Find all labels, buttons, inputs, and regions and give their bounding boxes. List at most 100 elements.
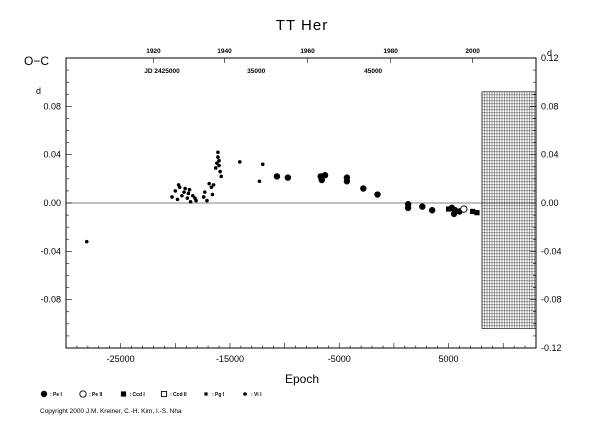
data-point (216, 155, 220, 159)
x-tick-label: -15000 (216, 354, 244, 364)
data-point (474, 210, 480, 216)
data-point (260, 162, 265, 167)
y-axis-title: O−C (24, 54, 49, 68)
data-point (173, 189, 178, 193)
y-tick-label-right: 0.12 (541, 53, 559, 63)
legend-label: : Pe I (50, 392, 63, 398)
data-point (175, 197, 180, 202)
data-point (217, 158, 221, 163)
legend: : Pe I: Pe II: Ccd I: Ccd II: Pg I: Vi I (40, 390, 262, 398)
legend-label: : Vi I (251, 392, 262, 398)
data-point (180, 193, 184, 198)
data-point (186, 191, 191, 196)
data-point (470, 208, 476, 215)
y-tick-label-left: -0.08 (40, 295, 61, 305)
data-point (217, 163, 221, 168)
x-tick-label: 5000 (439, 354, 459, 364)
series-vi-i (84, 150, 265, 244)
y-tick-label-right: 0.00 (541, 198, 559, 208)
legend-marker (79, 390, 87, 398)
y-tick-label-right: -0.04 (541, 246, 562, 256)
y-unit-left: d (36, 86, 41, 96)
x-tick-label: -5000 (328, 354, 351, 364)
y-unit-right: d (547, 48, 552, 58)
data-point (207, 181, 211, 186)
data-point (218, 169, 222, 174)
legend-marker (243, 392, 247, 396)
jd-base-label: JD 2425000 (144, 68, 180, 75)
data-point (343, 178, 351, 185)
y-tick-label-right: 0.08 (541, 101, 559, 111)
data-point (84, 239, 89, 244)
legend-marker (160, 390, 168, 398)
data-point (219, 174, 224, 179)
y-axis-left: -0.08 -0.04 0.00 0.04 0.08 (40, 57, 72, 349)
y-tick-label-left: 0.08 (43, 101, 61, 111)
legend-label: : Pg I (212, 392, 225, 398)
series-pe-ii (460, 205, 468, 213)
data-point (188, 199, 193, 204)
y-tick-label-left: 0.04 (43, 150, 61, 160)
data-point (321, 172, 329, 179)
data-point (237, 160, 242, 164)
data-point (194, 198, 198, 203)
year-tick-label: 1920 (146, 48, 161, 55)
data-point (211, 183, 216, 187)
y-tick-label-left: -0.04 (40, 246, 61, 256)
data-point (318, 176, 325, 184)
data-point (177, 185, 182, 190)
data-point (284, 174, 292, 181)
jd-mark-label: 35000 (247, 68, 265, 75)
data-point (216, 150, 220, 155)
y-tick-label-right: -0.12 (541, 343, 562, 353)
data-point (445, 206, 452, 212)
y-tick-label-right: -0.08 (541, 295, 562, 305)
legend-marker (40, 390, 48, 398)
data-point (273, 173, 281, 180)
future-region-box (481, 91, 537, 329)
data-point (201, 195, 206, 199)
chart-title: TT Her (276, 17, 328, 34)
data-points (84, 150, 480, 244)
x-axis: -25000 -15000 -5000 5000 (65, 343, 537, 364)
year-tick-label: 1980 (383, 48, 398, 55)
copyright-notice: Copyright 2000 J.M. Kreiner, C.-H. Kim, … (40, 408, 182, 415)
year-tick-label: 1940 (217, 48, 232, 55)
data-point (170, 195, 174, 199)
future-epoch-hatched-region (481, 91, 537, 329)
jd-mark-label: 45000 (364, 68, 382, 75)
data-point (183, 186, 187, 191)
data-point (187, 187, 192, 192)
legend-label: : Ccd I (130, 392, 146, 398)
y-tick-label-right: 0.04 (541, 150, 559, 160)
legend-marker (204, 392, 208, 396)
data-point (210, 192, 215, 197)
y-tick-label-left: 0.00 (43, 198, 61, 208)
series-pe-i (273, 172, 463, 218)
data-point (374, 191, 381, 198)
x-tick-label: -25000 (107, 354, 135, 364)
legend-marker (120, 391, 127, 397)
data-point (460, 205, 468, 213)
data-point (360, 185, 367, 192)
data-point (182, 190, 186, 194)
data-point (205, 198, 209, 203)
x-axis-title: Epoch (285, 372, 319, 386)
data-point (190, 193, 195, 198)
series-ccd-i (445, 206, 480, 216)
data-point (419, 203, 426, 210)
y-axis-right: -0.12 -0.08 -0.04 0.00 0.04 0.08 0.12 (530, 53, 562, 353)
data-point (450, 210, 458, 218)
data-point (257, 179, 262, 184)
data-point (203, 190, 207, 194)
data-point (209, 185, 214, 190)
year-tick-label: 2000 (465, 48, 480, 55)
year-tick-label: 1960 (300, 48, 315, 55)
data-point (215, 161, 219, 165)
data-point (185, 196, 190, 200)
data-point (213, 166, 218, 170)
top-year-axis: 1920 1940 1960 1980 2000 JD 2425000 35000 45000 (144, 48, 480, 75)
legend-label: : Ccd II (170, 392, 187, 398)
data-point (404, 204, 412, 212)
